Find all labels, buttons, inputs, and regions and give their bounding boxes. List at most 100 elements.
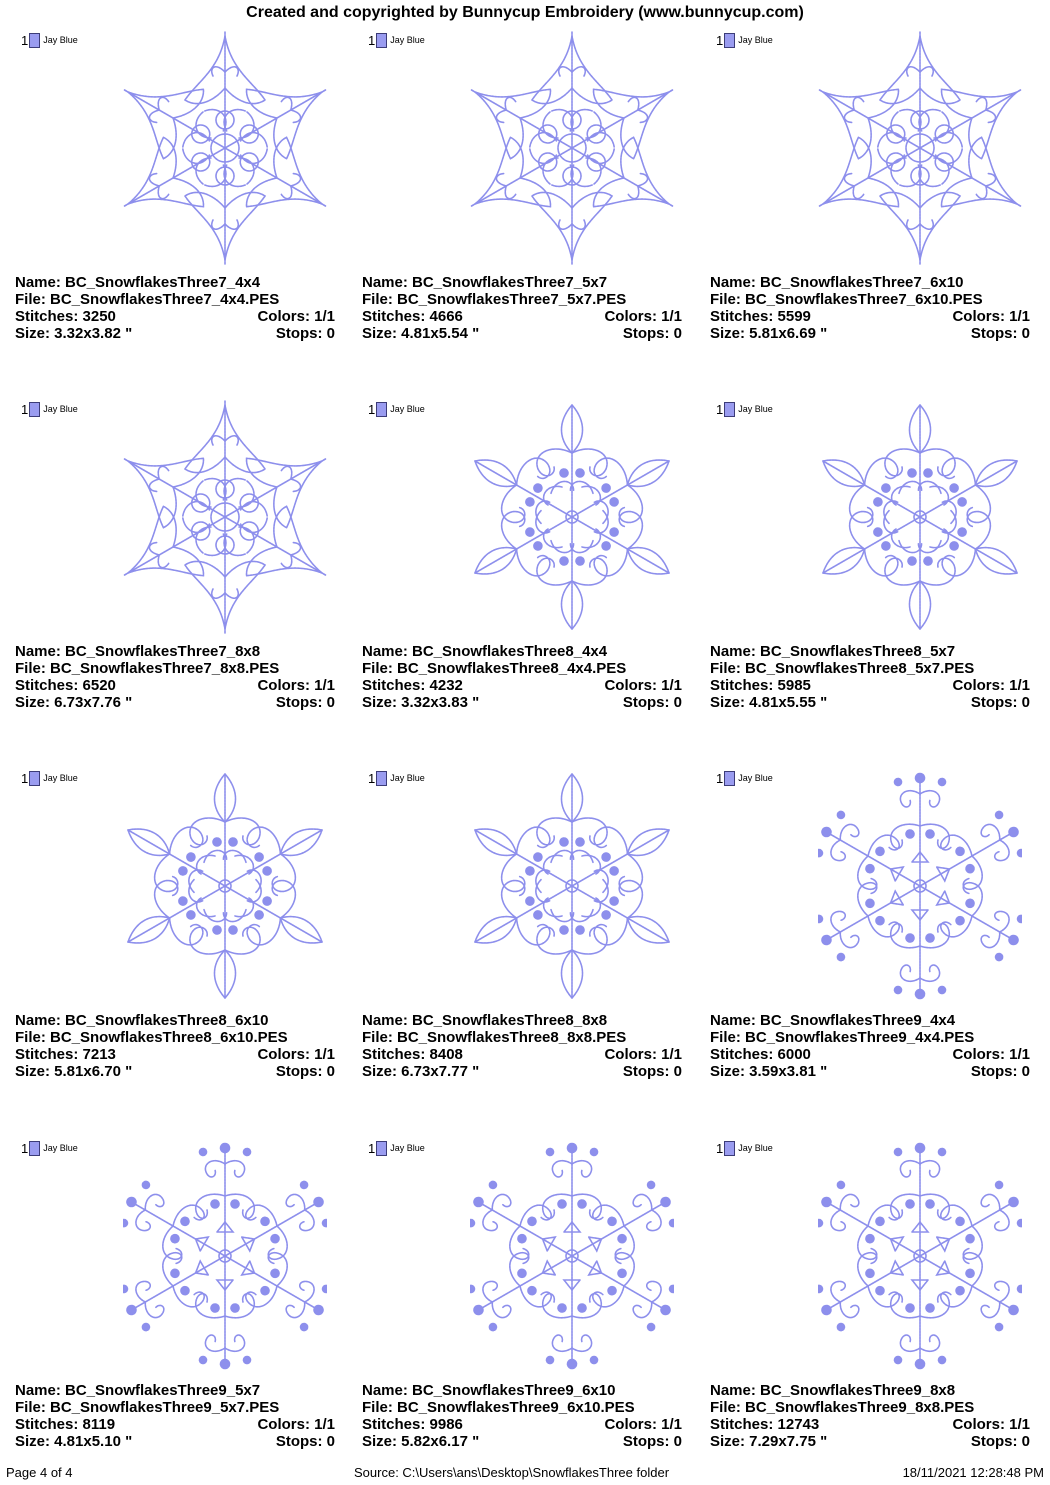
design-size: Size: 4.81x5.10 " [15,1433,133,1450]
thread-name: Jay Blue [43,404,78,414]
color-index: 1 [21,1140,29,1156]
color-index: 1 [21,770,29,786]
design-name: Name: BC_SnowflakesThree7_4x4 [15,274,261,291]
thread-color-row: 1 Jay Blue [21,769,78,787]
design-stitches: Stitches: 4232 [362,677,463,694]
color-index: 1 [716,770,724,786]
design-info: Name: BC_SnowflakesThree7_6x10 File: BC_S… [710,274,1030,342]
design-file: File: BC_SnowflakesThree7_8x8.PES [15,660,280,677]
design-size: Size: 6.73x7.76 " [15,694,133,711]
snowflake-design-preview [818,772,1022,1000]
print-timestamp: 18/11/2021 12:28:48 PM [902,1465,1044,1480]
design-name: Name: BC_SnowflakesThree9_4x4 [710,1012,956,1029]
thread-color-row: 1 Jay Blue [21,1139,78,1157]
design-file: File: BC_SnowflakesThree7_5x7.PES [362,291,627,308]
thread-color-row: 1 Jay Blue [716,769,773,787]
design-name: Name: BC_SnowflakesThree7_8x8 [15,643,261,660]
design-name: Name: BC_SnowflakesThree9_8x8 [710,1382,956,1399]
design-name: Name: BC_SnowflakesThree7_5x7 [362,274,608,291]
design-file: File: BC_SnowflakesThree7_6x10.PES [710,291,983,308]
design-file: File: BC_SnowflakesThree8_6x10.PES [15,1029,288,1046]
design-colors: Colors: 1/1 [952,1416,1030,1433]
design-colors: Colors: 1/1 [604,308,682,325]
design-file: File: BC_SnowflakesThree7_4x4.PES [15,291,280,308]
design-name: Name: BC_SnowflakesThree8_8x8 [362,1012,608,1029]
design-size: Size: 5.81x6.70 " [15,1063,133,1080]
design-card: 1 Jay Blue Name: BC_SnowflakesThree9_4x4 Fi… [710,768,1035,1098]
design-size: Size: 6.73x7.77 " [362,1063,480,1080]
thread-color-row: 1 Jay Blue [368,769,425,787]
thread-color-row: 1 Jay Blue [368,1139,425,1157]
color-index: 1 [368,401,376,417]
snowflake-design-preview [473,772,671,1000]
design-colors: Colors: 1/1 [257,1416,335,1433]
color-index: 1 [368,32,376,48]
thread-name: Jay Blue [43,773,78,783]
thread-swatch [29,32,41,48]
design-colors: Colors: 1/1 [604,1416,682,1433]
design-name: Name: BC_SnowflakesThree8_5x7 [710,643,956,660]
snowflake-design-preview [126,772,324,1000]
design-file: File: BC_SnowflakesThree8_8x8.PES [362,1029,627,1046]
thread-swatch [376,401,388,417]
snowflake-design-preview [818,31,1022,265]
snowflake-design-preview [818,1142,1022,1370]
design-size: Size: 3.32x3.83 " [362,694,480,711]
design-stops: Stops: 0 [275,325,335,342]
thread-color-row: 1 Jay Blue [716,31,773,49]
design-file: File: BC_SnowflakesThree9_6x10.PES [362,1399,635,1416]
color-index: 1 [716,401,724,417]
design-colors: Colors: 1/1 [257,677,335,694]
design-colors: Colors: 1/1 [604,677,682,694]
design-stops: Stops: 0 [970,694,1030,711]
design-stitches: Stitches: 7213 [15,1046,116,1063]
design-stops: Stops: 0 [970,1433,1030,1450]
page-footer: Page 4 of 4 Source: C:\Users\ans\Desktop… [0,1465,1050,1481]
design-colors: Colors: 1/1 [257,308,335,325]
thread-swatch [376,32,388,48]
design-stitches: Stitches: 12743 [710,1416,820,1433]
design-colors: Colors: 1/1 [952,1046,1030,1063]
design-file: File: BC_SnowflakesThree8_5x7.PES [710,660,975,677]
design-info: Name: BC_SnowflakesThree8_6x10 File: BC_S… [15,1012,335,1080]
design-stitches: Stitches: 6000 [710,1046,811,1063]
snowflake-design-preview [470,1142,674,1370]
design-card: 1 Jay Blue Name: BC_SnowflakesThree8_8x8 Fi… [362,768,687,1098]
design-info: Name: BC_SnowflakesThree8_5x7 File: BC_Sn… [710,643,1030,711]
design-card: 1 Jay Blue Name: BC_SnowflakesThree8_4x4 Fi… [362,399,687,729]
thread-swatch [724,401,736,417]
design-info: Name: BC_SnowflakesThree8_4x4 File: BC_Sn… [362,643,682,711]
design-stops: Stops: 0 [275,1063,335,1080]
design-stops: Stops: 0 [622,1063,682,1080]
design-info: Name: BC_SnowflakesThree9_5x7 File: BC_Sn… [15,1382,335,1450]
design-size: Size: 3.59x3.81 " [710,1063,828,1080]
color-index: 1 [368,770,376,786]
design-stitches: Stitches: 5599 [710,308,811,325]
design-stops: Stops: 0 [970,1063,1030,1080]
design-stitches: Stitches: 8408 [362,1046,463,1063]
design-info: Name: BC_SnowflakesThree8_8x8 File: BC_Sn… [362,1012,682,1080]
design-size: Size: 5.82x6.17 " [362,1433,480,1450]
snowflake-design-preview [473,403,671,631]
design-stitches: Stitches: 8119 [15,1416,116,1433]
thread-swatch [29,401,41,417]
design-file: File: BC_SnowflakesThree8_4x4.PES [362,660,627,677]
design-name: Name: BC_SnowflakesThree7_6x10 [710,274,964,291]
design-name: Name: BC_SnowflakesThree8_6x10 [15,1012,269,1029]
design-name: Name: BC_SnowflakesThree9_6x10 [362,1382,616,1399]
page-title: Created and copyrighted by Bunnycup Embr… [246,4,804,21]
thread-name: Jay Blue [390,404,425,414]
design-stitches: Stitches: 3250 [15,308,116,325]
design-card: 1 Jay Blue Name: BC_SnowflakesThree8_5x7 Fi… [710,399,1035,729]
thread-swatch [376,1140,388,1156]
snowflake-design-preview [470,31,674,265]
design-info: Name: BC_SnowflakesThree7_4x4 File: BC_Sn… [15,274,335,342]
thread-name: Jay Blue [738,773,773,783]
design-file: File: BC_SnowflakesThree9_5x7.PES [15,1399,280,1416]
thread-name: Jay Blue [738,404,773,414]
design-size: Size: 4.81x5.54 " [362,325,480,342]
color-index: 1 [21,32,29,48]
design-card: 1 Jay Blue Name: BC_SnowflakesThree7_6x10 F… [710,30,1035,360]
thread-name: Jay Blue [390,773,425,783]
thread-color-row: 1 Jay Blue [716,1139,773,1157]
